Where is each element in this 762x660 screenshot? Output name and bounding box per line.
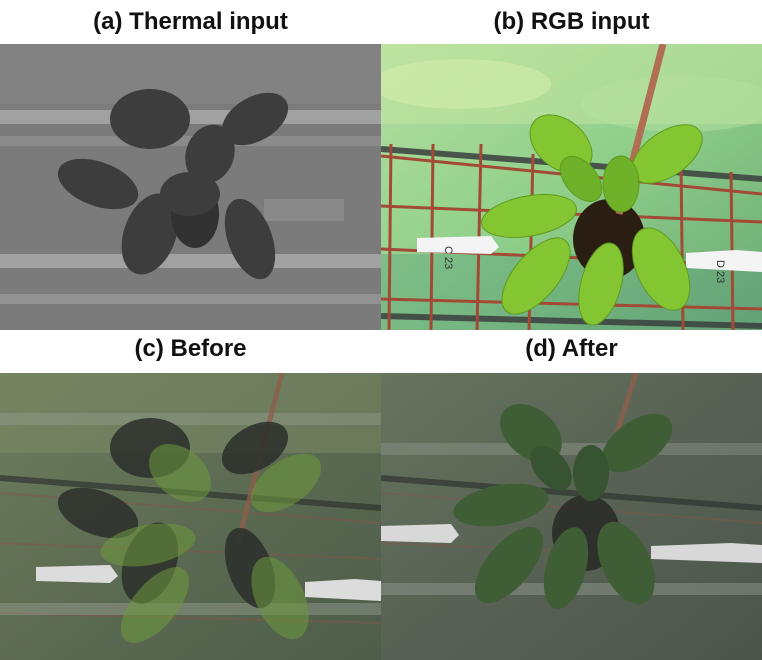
rgb-image: C 23 D 23: [381, 44, 762, 330]
caption-thermal-input: (a) Thermal input: [93, 8, 288, 35]
after-overlay-image: [381, 373, 762, 660]
caption-before: (c) Before: [134, 335, 247, 362]
caption-rgb-input: (b) RGB input: [493, 8, 650, 35]
thermal-image: [0, 44, 381, 330]
tag-d-label: D 23: [714, 260, 726, 283]
caption-after: (d) After: [525, 335, 618, 362]
tag-c-label: C 23: [442, 246, 454, 269]
before-overlay-image: [0, 373, 381, 660]
